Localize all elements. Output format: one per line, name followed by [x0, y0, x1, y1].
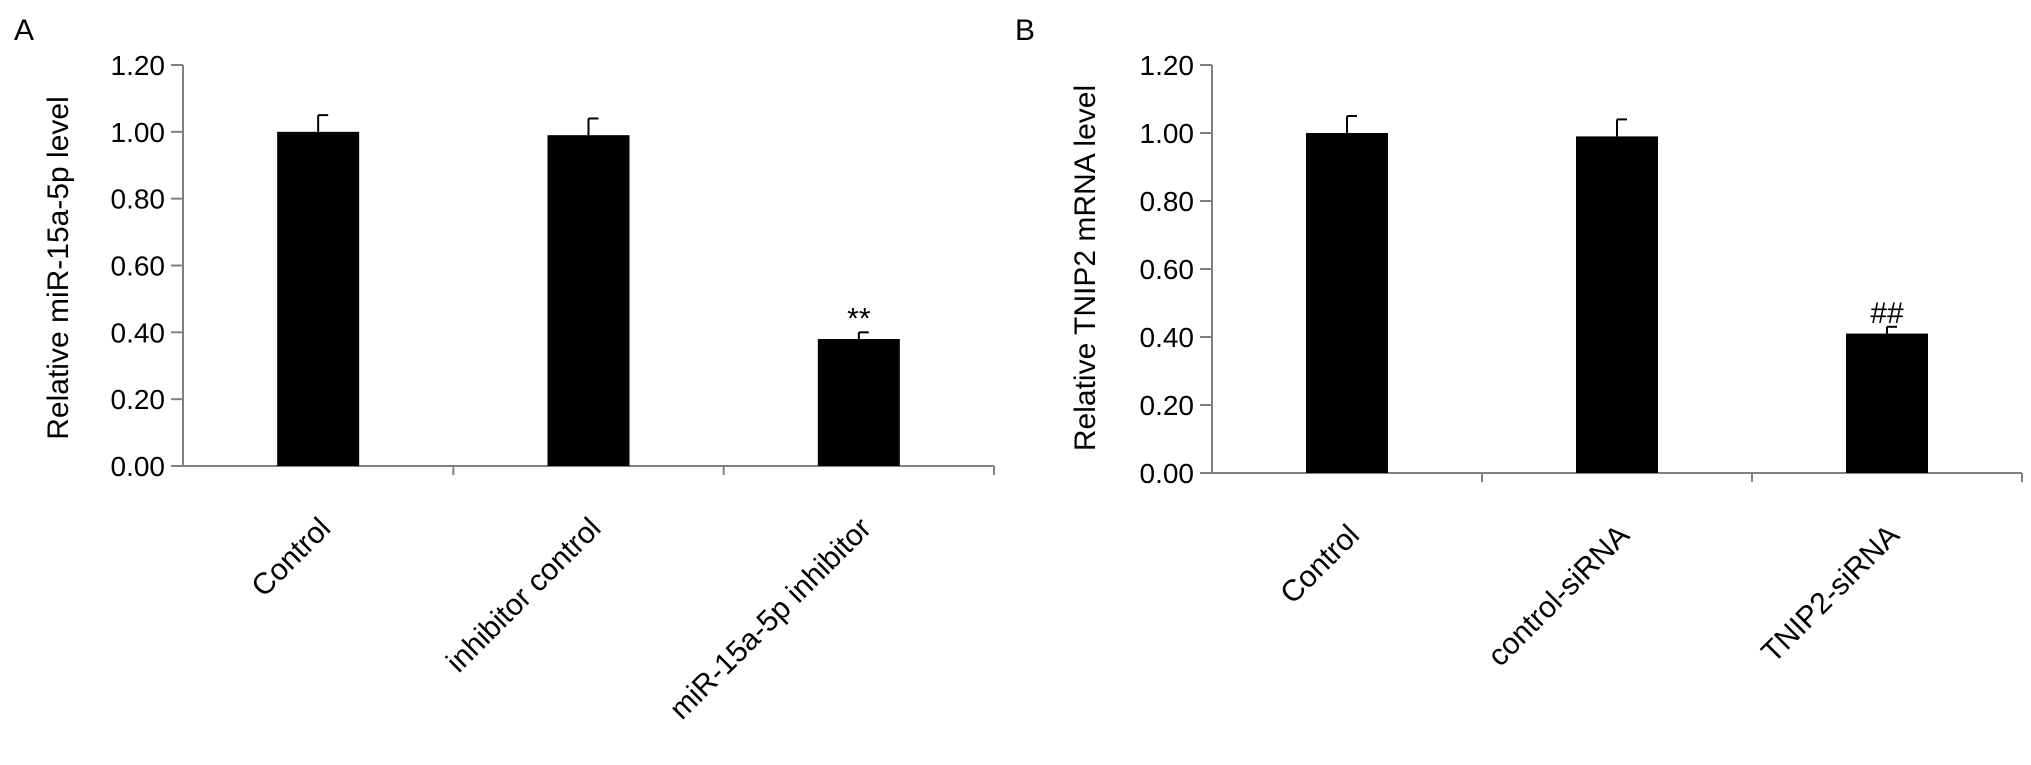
bar — [547, 135, 630, 467]
y-tick-label: 0.20 — [1140, 390, 1195, 421]
significance-marker: ## — [1870, 297, 1904, 330]
bar — [277, 131, 360, 467]
panel-label: B — [1015, 14, 1035, 47]
y-tick-label: 0.80 — [1140, 186, 1195, 217]
x-category-label: control-siRNA — [1482, 519, 1636, 673]
y-tick-label: 0.40 — [1140, 322, 1195, 353]
y-tick-label: 1.20 — [111, 50, 166, 81]
y-tick-label: 1.00 — [1140, 118, 1195, 149]
y-tick-label: 0.60 — [111, 251, 166, 282]
chart-panel-a: A Relative miR-15a-5p level 0.00 0.20 0.40 0.… — [14, 14, 995, 726]
x-category-label: Control — [1274, 519, 1366, 611]
y-tick-label: 0.20 — [111, 384, 166, 415]
bar — [817, 339, 900, 466]
x-category-label: Control — [245, 512, 337, 604]
panel-label: A — [14, 14, 34, 47]
y-tick-label: 0.00 — [111, 451, 166, 482]
y-axis-label: Relative TNIP2 mRNA level — [1069, 85, 1102, 451]
bar — [1306, 133, 1388, 473]
y-tick-label: 0.40 — [111, 317, 166, 348]
bar — [1576, 136, 1658, 473]
significance-marker: ** — [847, 302, 871, 335]
x-category-label: miR-15a-5p inhibitor — [663, 512, 877, 726]
y-tick-label: 0.60 — [1140, 254, 1195, 285]
chart-panel-b: B Relative TNIP2 mRNA level 0.00 0.20 0.40 0.… — [1015, 14, 2023, 673]
x-category-label: TNIP2-siRNA — [1755, 519, 1906, 670]
x-category-label: inhibitor control — [440, 512, 607, 679]
y-tick-label: 0.00 — [1140, 458, 1195, 489]
y-tick-label: 1.20 — [1140, 50, 1195, 81]
y-tick-label: 0.80 — [111, 184, 166, 215]
y-axis-label: Relative miR-15a-5p level — [42, 96, 75, 439]
y-tick-label: 1.00 — [111, 117, 166, 148]
bar — [1846, 333, 1928, 473]
